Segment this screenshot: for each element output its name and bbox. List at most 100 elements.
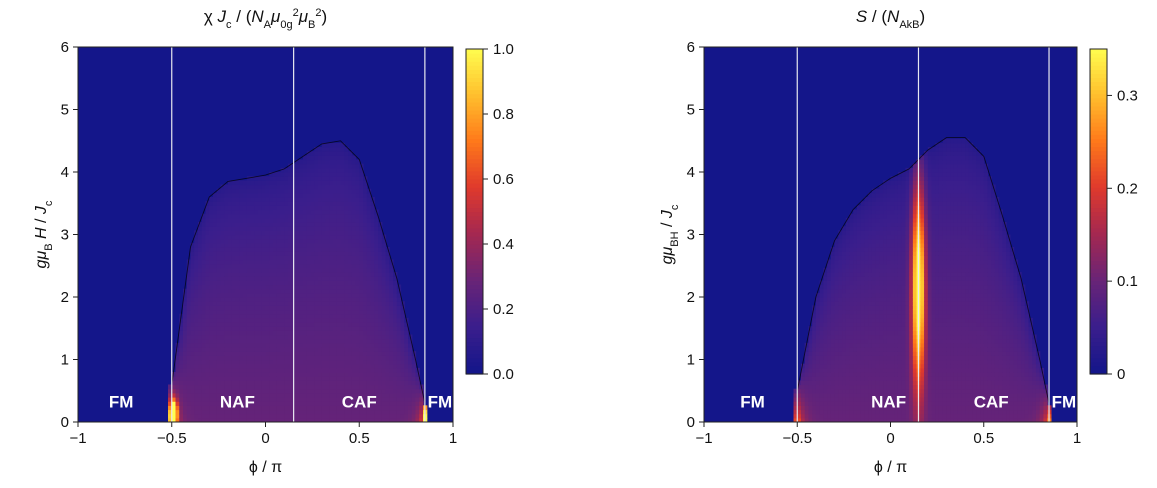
heatmap-cell: [281, 351, 285, 356]
heatmap-cell: [337, 293, 341, 298]
colorbar-segment: [466, 203, 483, 208]
heatmap-cell: [389, 347, 393, 352]
heatmap-cell: [311, 335, 315, 340]
heatmap-cell: [397, 318, 401, 323]
heatmap-cell: [269, 376, 273, 381]
heatmap-cell: [206, 226, 210, 231]
heatmap-cell: [299, 318, 303, 323]
heatmap-cell: [202, 318, 206, 323]
heatmap-cell: [853, 268, 857, 273]
heatmap-cell: [374, 385, 378, 390]
heatmap-cell: [363, 201, 367, 206]
heatmap-cell: [232, 376, 236, 381]
heatmap-cell: [868, 385, 872, 390]
heatmap-cell: [236, 368, 240, 373]
heatmap-cell: [341, 193, 345, 198]
heatmap-cell: [269, 293, 273, 298]
heatmap-cell: [258, 289, 262, 294]
heatmap-cell: [284, 230, 288, 235]
heatmap-cell: [284, 289, 288, 294]
heatmap-cell: [898, 368, 902, 373]
heatmap-cell: [805, 405, 809, 410]
heatmap-cell: [827, 355, 831, 360]
heatmap-cell: [303, 264, 307, 269]
heatmap-cell: [382, 255, 386, 260]
heatmap-cell: [296, 339, 300, 344]
heatmap-cell: [281, 393, 285, 398]
heatmap-cell: [894, 226, 898, 231]
heatmap-cell: [378, 276, 382, 281]
heatmap-cell: [209, 214, 213, 219]
heatmap-cell: [348, 368, 352, 373]
heatmap-cell: [341, 347, 345, 352]
heatmap-cell: [326, 389, 330, 394]
heatmap-cell: [322, 160, 326, 165]
heatmap-cell: [842, 272, 846, 277]
heatmap-cell: [382, 389, 386, 394]
heatmap-cell: [397, 368, 401, 373]
heatmap-cell: [393, 397, 397, 402]
heatmap-cell: [891, 368, 895, 373]
heatmap-cell: [318, 322, 322, 327]
heatmap-cell: [849, 355, 853, 360]
heatmap-cell: [326, 214, 330, 219]
heatmap-cell: [386, 397, 390, 402]
heatmap-cell: [846, 251, 850, 256]
heatmap-cell: [857, 330, 861, 335]
heatmap-cell: [864, 401, 868, 406]
heatmap-cell: [191, 293, 195, 298]
heatmap-cell: [879, 214, 883, 219]
heatmap-cell: [386, 343, 390, 348]
heatmap-cell: [239, 210, 243, 215]
heatmap-cell: [191, 385, 195, 390]
heatmap-cell: [902, 339, 906, 344]
heatmap-cell: [277, 180, 281, 185]
heatmap-cell: [382, 293, 386, 298]
heatmap-cell: [273, 255, 277, 260]
heatmap-cell: [262, 218, 266, 223]
heatmap-cell: [359, 185, 363, 190]
heatmap-cell: [314, 310, 318, 315]
colorbar-segment: [466, 362, 483, 367]
heatmap-cell: [389, 318, 393, 323]
heatmap-cell: [277, 239, 281, 244]
heatmap-cell: [891, 210, 895, 215]
heatmap-cell: [266, 285, 270, 290]
heatmap-cell: [359, 239, 363, 244]
heatmap-cell: [363, 289, 367, 294]
heatmap-cell: [827, 397, 831, 402]
heatmap-cell: [898, 251, 902, 256]
heatmap-cell: [303, 343, 307, 348]
heatmap-cell: [846, 230, 850, 235]
heatmap-cell: [221, 289, 225, 294]
heatmap-cell: [281, 268, 285, 273]
heatmap-cell: [284, 285, 288, 290]
colorbar-segment: [466, 342, 483, 347]
heatmap-cell: [284, 310, 288, 315]
heatmap-cell: [288, 368, 292, 373]
heatmap-cell: [393, 385, 397, 390]
heatmap-cell: [367, 314, 371, 319]
heatmap-cell: [194, 276, 198, 281]
heatmap-cell: [883, 214, 887, 219]
region-label: FM: [109, 393, 134, 412]
heatmap-cell: [202, 335, 206, 340]
heatmap-cell: [872, 364, 876, 369]
heatmap-cell: [221, 235, 225, 240]
heatmap-cell: [344, 222, 348, 227]
heatmap-cell: [902, 222, 906, 227]
heatmap-cell: [303, 405, 307, 410]
heatmap-cell: [277, 230, 281, 235]
heatmap-cell: [296, 230, 300, 235]
heatmap-cell: [374, 272, 378, 277]
heatmap-cell: [326, 189, 330, 194]
heatmap-cell: [356, 210, 360, 215]
heatmap-cell: [329, 143, 333, 148]
heatmap-cell: [288, 176, 292, 181]
heatmap-cell: [386, 364, 390, 369]
heatmap-cell: [378, 339, 382, 344]
heatmap-cell: [816, 410, 820, 415]
heatmap-cell: [883, 305, 887, 310]
heatmap-cell: [861, 351, 865, 356]
heatmap-cell: [209, 376, 213, 381]
